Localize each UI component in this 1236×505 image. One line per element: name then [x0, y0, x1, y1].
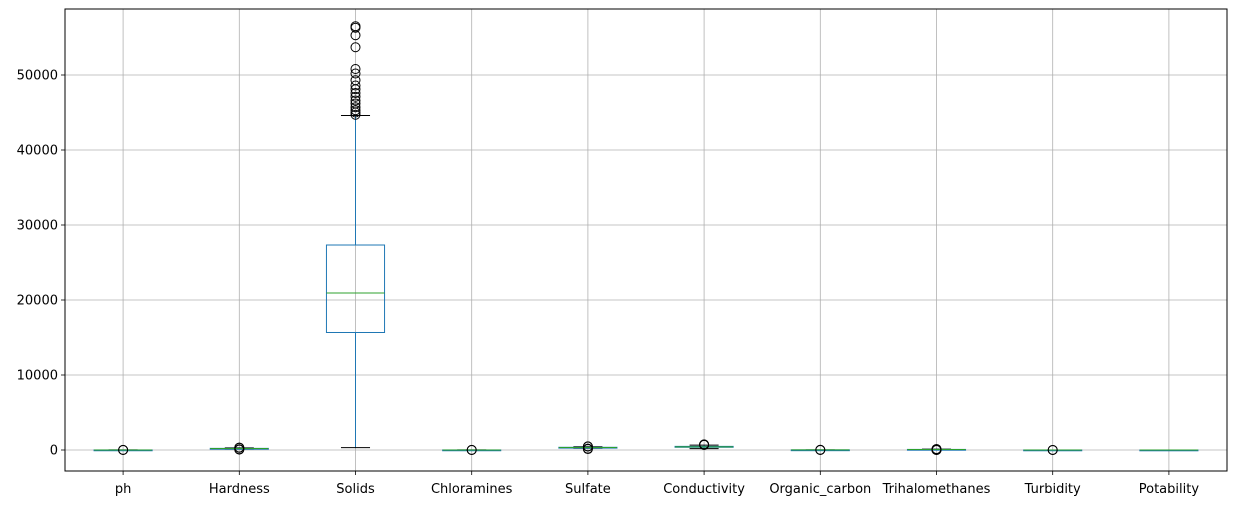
outlier-point: [350, 75, 361, 86]
x-tick-label: Hardness: [209, 482, 270, 497]
x-tick-label: Potability: [1139, 482, 1200, 497]
outlier-point: [350, 64, 361, 74]
x-tick-label: Turbidity: [1024, 482, 1081, 497]
grid-lines: [65, 9, 1227, 471]
x-tick-label: Trihalomethanes: [882, 482, 991, 497]
box-chloramines: [442, 444, 502, 455]
outlier-point: [350, 21, 361, 32]
box-trihalomethanes: [906, 444, 967, 455]
outlier-point: [466, 444, 477, 455]
outlier-point: [699, 439, 710, 450]
outlier-point: [350, 42, 361, 53]
outlier-point: [350, 102, 361, 113]
x-tick-label: ph: [115, 482, 132, 497]
box-potability: [1139, 449, 1199, 452]
outlier-point: [350, 68, 361, 79]
outlier-point: [350, 91, 361, 102]
y-tick-label: 40000: [17, 144, 58, 159]
x-tick-label: Solids: [336, 482, 375, 497]
tick-labels: 0 10000 20000 30000 40000 50000 ph Hardness Soli…: [17, 69, 1200, 498]
x-tick-label: Chloramines: [431, 482, 513, 497]
outlier-point: [350, 88, 361, 98]
outlier-point: [815, 444, 826, 455]
outlier-point: [582, 441, 593, 452]
outlier-point: [118, 444, 129, 455]
outlier-point: [350, 95, 361, 106]
box-ph: [93, 444, 153, 455]
box-turbidity: [1023, 444, 1083, 455]
box-organic-carbon: [790, 444, 850, 455]
y-tick-label: 0: [50, 444, 58, 459]
outlier-point: [350, 98, 361, 109]
boxes: [93, 21, 1199, 455]
outlier-point: [931, 444, 942, 455]
plot-frame: [64, 8, 1228, 472]
box-conductivity: [674, 439, 734, 450]
y-tick-label: 50000: [17, 69, 58, 84]
x-tick-label: Organic_carbon: [769, 482, 871, 497]
iqr-box: [325, 244, 386, 333]
box-sulfate: [558, 441, 618, 455]
box-solids: [325, 21, 386, 449]
y-tick-label: 10000: [17, 369, 58, 384]
box-hardness: [209, 442, 269, 455]
x-tick-label: Conductivity: [663, 482, 745, 497]
outlier-point: [350, 109, 361, 120]
outlier-point: [350, 105, 361, 116]
outlier-point: [234, 442, 245, 453]
outlier-point: [1047, 444, 1058, 455]
tick-marks: [61, 74, 1170, 475]
y-tick-label: 30000: [17, 219, 58, 234]
outlier-point: [350, 80, 361, 91]
x-tick-label: Sulfate: [565, 482, 611, 497]
y-tick-label: 20000: [17, 294, 58, 309]
